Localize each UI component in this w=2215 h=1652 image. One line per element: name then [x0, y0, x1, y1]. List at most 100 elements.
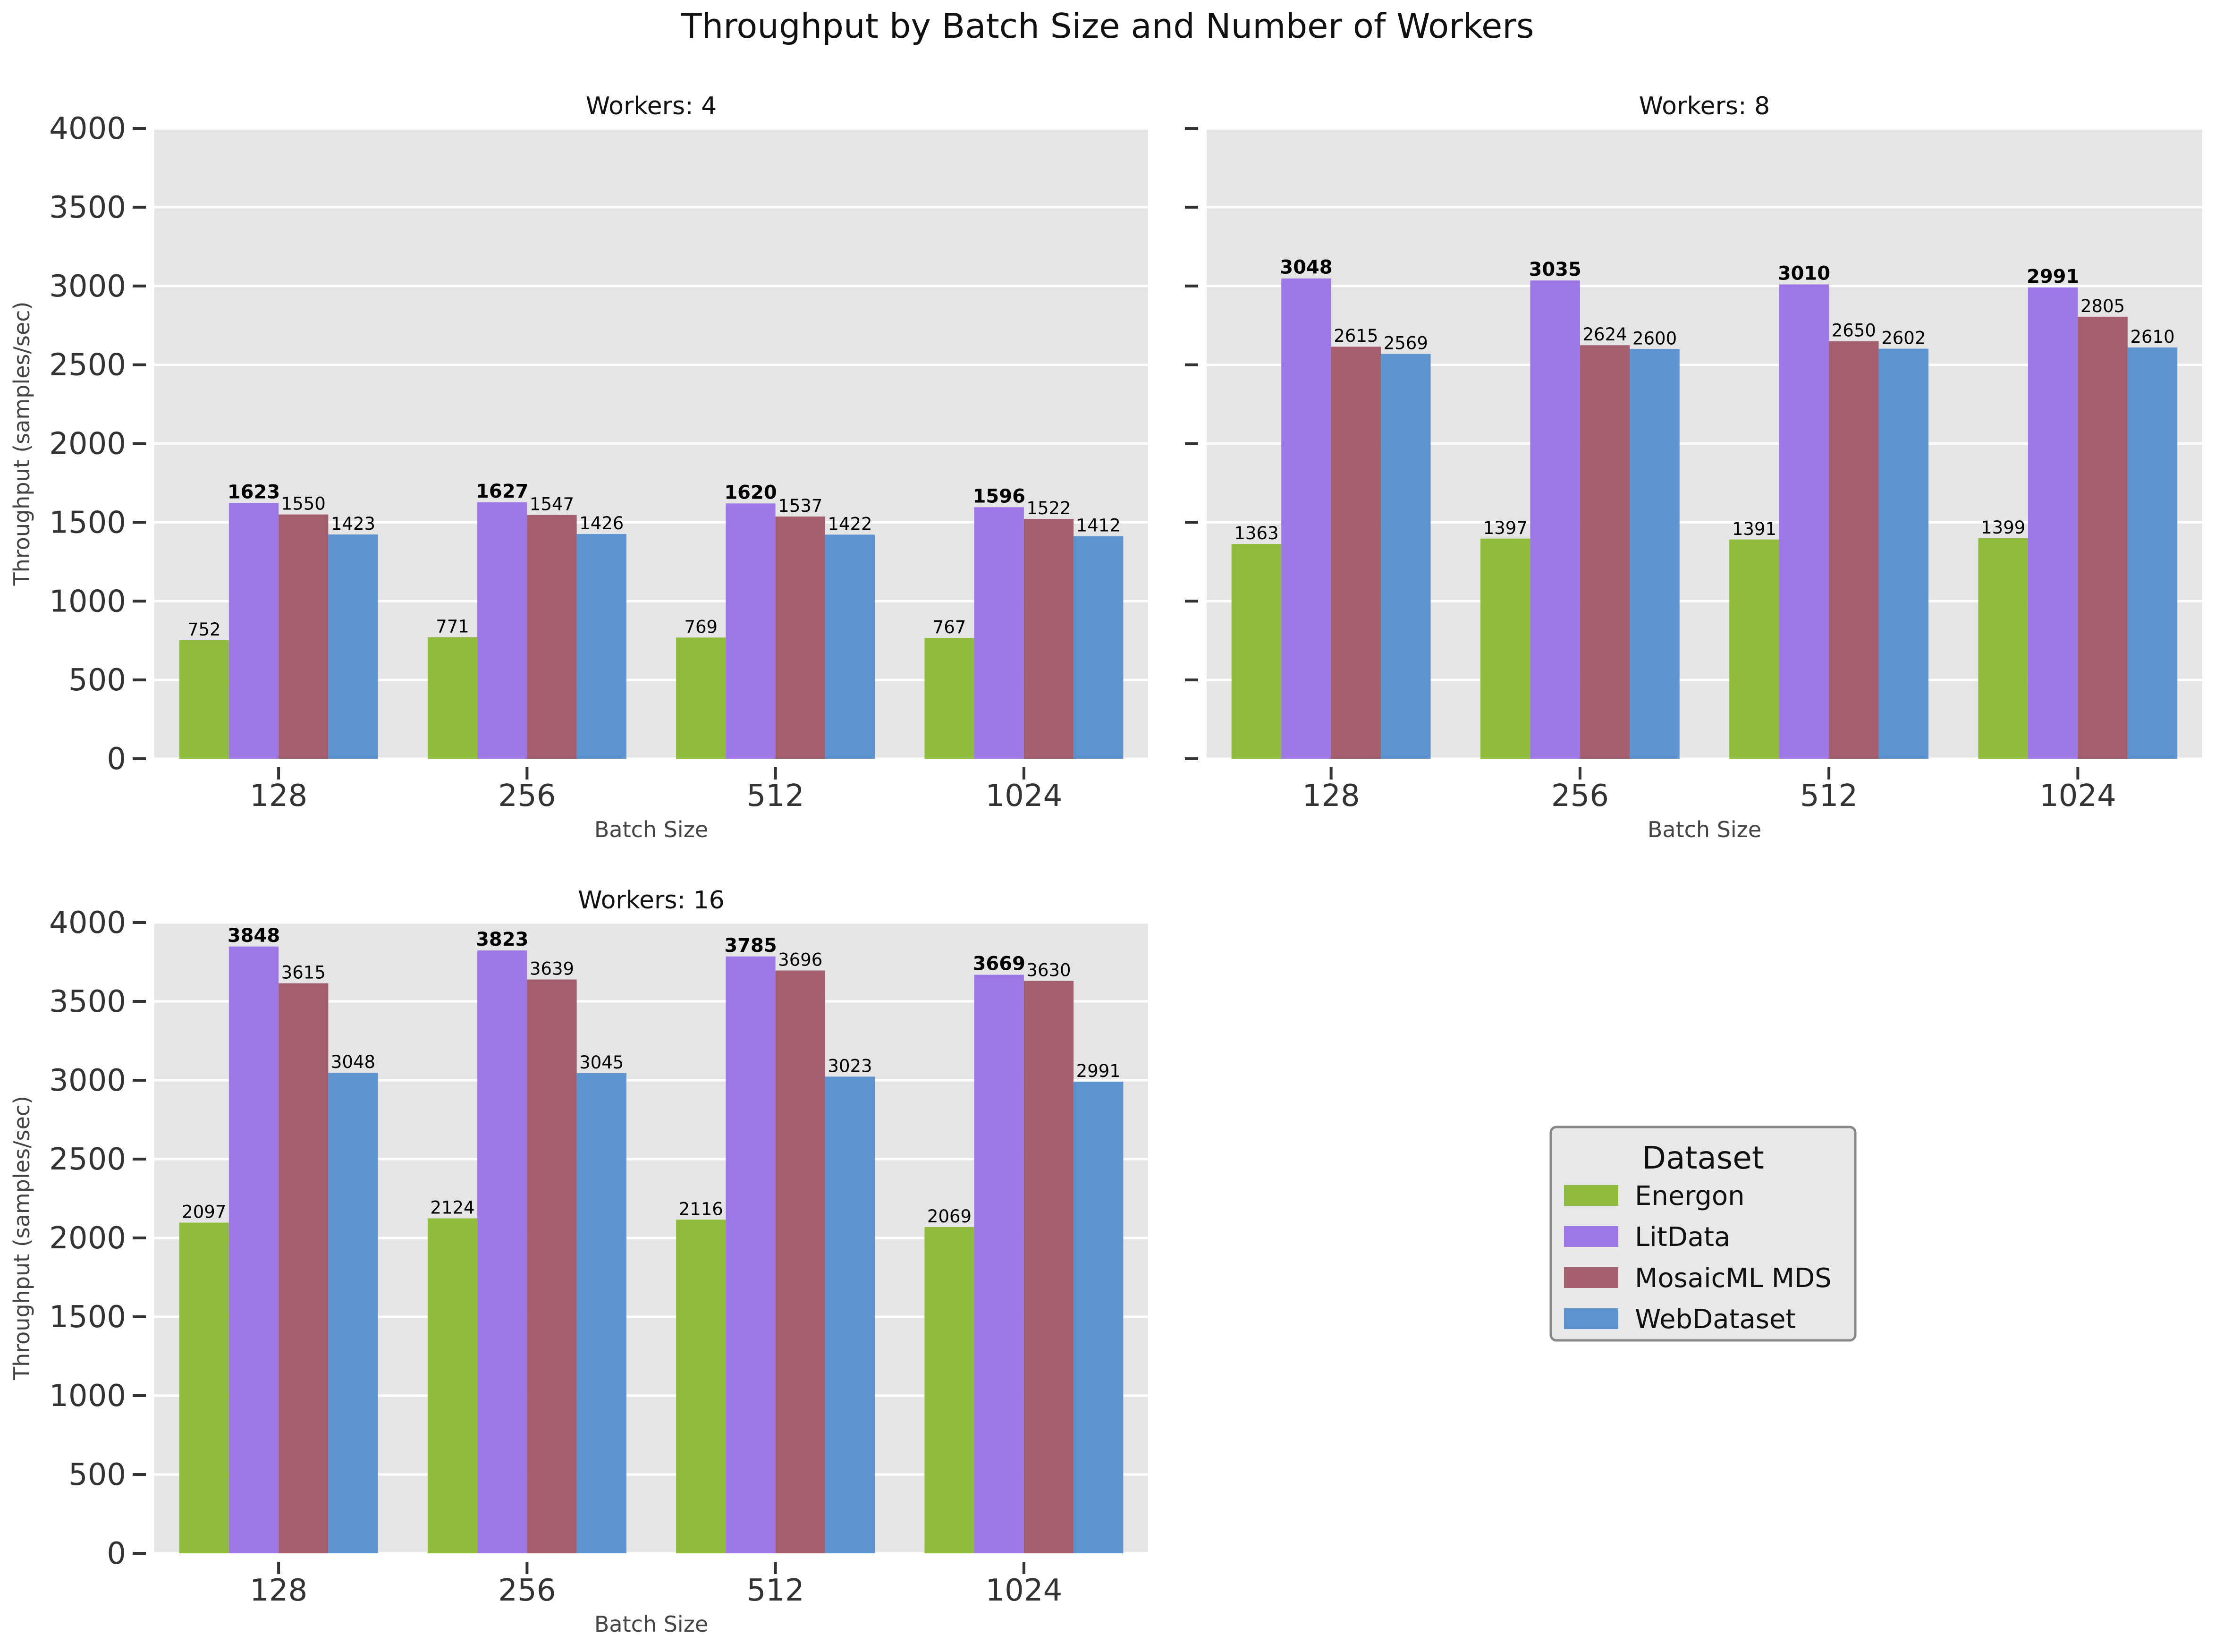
legend: Dataset Energon LitData MosaicML MDS WebData…: [1549, 1126, 1857, 1342]
panel-1-bar-label-webdataset-1024: 1412: [1076, 516, 1121, 536]
panel-3-ytick-label-2000: 2000: [49, 1221, 126, 1256]
panel-3-bar-energon-512: [676, 1220, 726, 1553]
panel-2-bar-mosaicml-mds-128: [1331, 347, 1381, 759]
panel-3-bar-mosaicml-mds-256: [527, 979, 577, 1553]
panel-1-bar-label-litdata-256: 1627: [476, 481, 528, 502]
panel-1-bar-label-energon-256: 771: [436, 617, 469, 637]
panel-1-title: Workers: 4: [586, 92, 717, 120]
legend-swatch-webdataset: [1564, 1308, 1618, 1329]
panel-3-bar-label-litdata-256: 3823: [476, 929, 528, 950]
panel-3-ytick-label-0: 0: [107, 1536, 126, 1571]
panel-1-xtick-label-128: 128: [250, 779, 307, 813]
panel-1-bar-energon-1024: [924, 638, 974, 759]
panel-1-bar-webdataset-512: [825, 534, 875, 759]
panel-2-x-axis-label: Batch Size: [1648, 817, 1761, 842]
panel-2-bar-label-mosaicml-mds-1024: 2805: [2080, 296, 2125, 316]
panel-3-ytick-label-500: 500: [68, 1457, 126, 1492]
panel-1-bar-mosaicml-mds-512: [775, 517, 825, 759]
panel-3-bar-webdataset-512: [825, 1076, 875, 1553]
panel-2: 1363 3048 2615 2569 128 1397 3035 2624 2600 256 13…: [1185, 92, 2202, 842]
panel-2-bar-mosaicml-mds-256: [1580, 345, 1630, 759]
panel-1-y-axis-label: Throughput (samples/sec): [9, 302, 34, 586]
panel-1-bar-label-energon-512: 769: [684, 617, 718, 637]
panel-2-bar-label-webdataset-1024: 2610: [2130, 327, 2174, 347]
panel-2-bar-label-energon-1024: 1399: [1981, 517, 2025, 538]
panel-3-bar-litdata-256: [477, 950, 527, 1553]
panel-1-ytick-label-2000: 2000: [49, 427, 126, 462]
panel-2-xtick-label-1024: 1024: [2039, 779, 2116, 813]
panel-3-bar-label-energon-128: 2097: [182, 1202, 226, 1222]
panel-1-bar-label-mosaicml-mds-1024: 1522: [1026, 498, 1071, 518]
legend-swatch-energon: [1564, 1185, 1618, 1206]
panel-3-bar-webdataset-128: [328, 1072, 378, 1553]
panel-1-bar-label-webdataset-128: 1423: [331, 514, 375, 534]
panel-2-bar-label-litdata-512: 3010: [1778, 263, 1830, 284]
panel-1-xtick-label-256: 256: [498, 779, 556, 813]
panel-1-ytick-label-4000: 4000: [49, 111, 126, 146]
panel-3-bar-litdata-128: [228, 946, 279, 1553]
panel-1-ytick-label-0: 0: [107, 742, 126, 777]
legend-title: Dataset: [1642, 1140, 1764, 1176]
panel-2-bar-label-energon-256: 1397: [1483, 518, 1528, 538]
panel-3-y-axis-label: Throughput (samples/sec): [9, 1096, 34, 1381]
panel-2-bar-label-mosaicml-mds-256: 2624: [1583, 324, 1627, 345]
legend-label-litdata: LitData: [1635, 1222, 1730, 1253]
panel-1-bar-litdata-128: [228, 503, 279, 759]
panel-3-bar-webdataset-1024: [1074, 1082, 1124, 1553]
panel-3-bar-label-energon-1024: 2069: [927, 1206, 972, 1227]
panel-1-ytick-label-3500: 3500: [49, 190, 126, 225]
panel-1-bar-mosaicml-mds-256: [527, 515, 577, 759]
panel-1-bar-label-litdata-1024: 1596: [973, 485, 1025, 507]
panel-2-xtick-label-128: 128: [1302, 779, 1360, 813]
panel-3-bar-label-litdata-512: 3785: [724, 935, 777, 957]
panel-3-xtick-label-512: 512: [747, 1573, 804, 1608]
panels-container: 0500100015002000250030003500400075216231…: [9, 92, 2202, 1637]
panel-1-bar-label-webdataset-256: 1426: [579, 513, 624, 534]
panel-3-ytick-label-1000: 1000: [49, 1379, 126, 1414]
panel-3-bar-label-mosaicml-mds-128: 3615: [281, 963, 326, 983]
panel-2-bar-label-litdata-128: 3048: [1280, 257, 1332, 279]
panel-1-bar-label-mosaicml-mds-256: 1547: [530, 494, 574, 515]
panel-3-bar-litdata-512: [726, 956, 776, 1553]
panel-2-bar-label-energon-512: 1391: [1732, 519, 1776, 539]
panel-3: 0 500 1000 1500 2000 2500 3000 3500 4000 2097 3848…: [9, 886, 1148, 1637]
panel-2-bar-litdata-512: [1779, 284, 1829, 759]
panel-1-x-axis-label: Batch Size: [594, 817, 708, 842]
panel-1-ytick-label-1000: 1000: [49, 584, 126, 619]
panel-2-title: Workers: 8: [1639, 92, 1770, 120]
legend-swatch-mosaicml-mds: [1564, 1267, 1618, 1288]
panel-2-bar-label-litdata-1024: 2991: [2027, 266, 2079, 288]
panel-3-ytick-label-1500: 1500: [49, 1300, 126, 1335]
panel-1-bar-label-litdata-128: 1623: [228, 481, 280, 503]
panel-1-bar-webdataset-1024: [1074, 536, 1124, 759]
panel-1-bar-litdata-512: [726, 503, 776, 759]
panel-2-bar-litdata-256: [1530, 280, 1580, 759]
legend-label-mosaicml-mds: MosaicML MDS: [1635, 1263, 1832, 1294]
panel-3-bar-webdataset-256: [576, 1073, 626, 1553]
panel-2-bar-label-mosaicml-mds-128: 2615: [1334, 326, 1378, 346]
panel-1-bar-energon-512: [676, 637, 726, 759]
legend-frame: [1549, 1126, 1857, 1342]
panel-1-bar-label-energon-128: 752: [187, 619, 221, 640]
panel-3-bar-label-litdata-128: 3848: [228, 925, 280, 947]
panel-2-bar-energon-1024: [1978, 538, 2028, 759]
panel-3-bar-label-webdataset-1024: 2991: [1076, 1061, 1121, 1081]
panel-1-ytick-label-500: 500: [68, 663, 126, 698]
panel-2-bar-litdata-128: [1281, 278, 1331, 759]
panel-3-ytick-label-3500: 3500: [49, 984, 126, 1019]
panel-1-bar-mosaicml-mds-1024: [1023, 519, 1074, 759]
panel-3-bar-label-mosaicml-mds-512: 3696: [778, 950, 822, 970]
panel-1-bar-label-litdata-512: 1620: [724, 482, 777, 503]
panel-2-bar-label-litdata-256: 3035: [1529, 259, 1581, 280]
legend-swatch-litdata: [1564, 1226, 1618, 1247]
panel-3-bar-litdata-1024: [974, 974, 1024, 1553]
panel-1-bar-energon-128: [179, 640, 229, 759]
panel-1-xtick-label-512: 512: [747, 779, 804, 813]
panel-3-bar-energon-256: [427, 1218, 478, 1553]
panel-3-xtick-label-1024: 1024: [985, 1573, 1062, 1608]
panel-2-bar-energon-256: [1480, 538, 1530, 759]
panel-2-bar-webdataset-128: [1381, 354, 1431, 759]
legend-label-webdataset: WebDataset: [1635, 1304, 1796, 1335]
panel-2-bar-label-mosaicml-mds-512: 2650: [1832, 321, 1876, 341]
